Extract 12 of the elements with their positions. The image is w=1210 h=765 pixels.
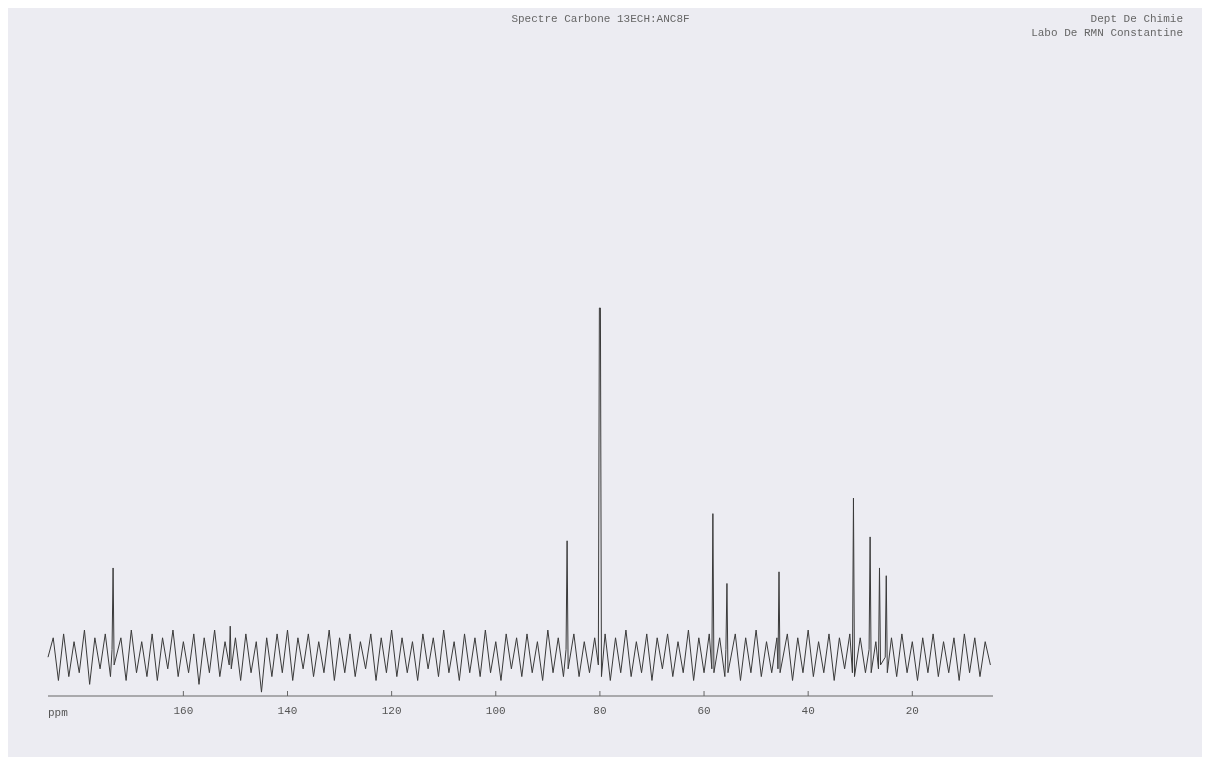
x-tick-label: 120 xyxy=(381,705,402,717)
x-axis-title: ppm xyxy=(48,707,69,719)
x-tick-label: 60 xyxy=(697,705,711,717)
x-tick-label: 140 xyxy=(277,705,298,717)
x-tick-label: 40 xyxy=(801,705,815,717)
text: Dept De Chimie xyxy=(1090,13,1183,25)
x-tick-label: 160 xyxy=(173,705,194,717)
x-tick-label: 100 xyxy=(485,705,506,717)
x-tick-label: 80 xyxy=(593,705,607,717)
x-tick-label: 20 xyxy=(905,705,919,717)
text: Labo De RMN Constantine xyxy=(1031,27,1183,39)
chart-title: Spectre Carbone 13ECH:ANC8F xyxy=(511,13,690,25)
